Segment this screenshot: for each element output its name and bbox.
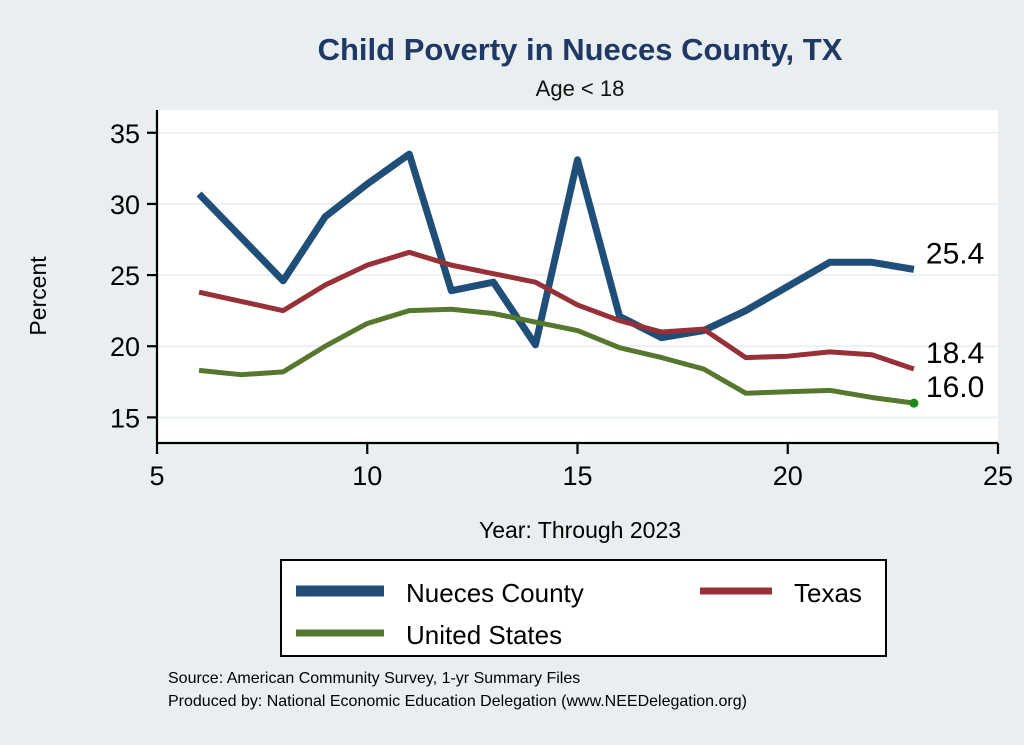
legend-label-texas: Texas bbox=[794, 578, 862, 608]
gridlines bbox=[157, 131, 998, 419]
x-tick-label-25: 25 bbox=[983, 461, 1013, 491]
x-axis-title: Year: Through 2023 bbox=[479, 517, 681, 543]
end-value-labels: 25.4 18.416.0 bbox=[926, 237, 984, 404]
y-tick-label-35: 35 bbox=[110, 119, 140, 149]
end-label-united-states: 16.0 bbox=[926, 371, 984, 404]
tick-labels: 15 20 25 30 35 5 10 15 20 25 bbox=[110, 119, 1013, 491]
series-end-marker-united-states bbox=[909, 398, 919, 408]
x-tick-label-20: 20 bbox=[773, 461, 803, 491]
legend-box bbox=[280, 559, 887, 657]
end-label-nueces-county: 25.4 bbox=[926, 237, 984, 270]
source-note: Source: American Community Survey, 1-yr … bbox=[168, 670, 580, 687]
y-tick-label-20: 20 bbox=[110, 332, 140, 362]
y-axis-title: Percent bbox=[25, 256, 51, 336]
chart-title: Child Poverty in Nueces County, TX bbox=[318, 32, 843, 67]
y-tick-label-30: 30 bbox=[110, 190, 140, 220]
series-line-united-states bbox=[198, 306, 915, 406]
legend-label-united-states: United States bbox=[406, 620, 562, 650]
series-line-texas bbox=[198, 249, 915, 372]
chart-subtitle: Age < 18 bbox=[536, 76, 625, 101]
legend-label-nueces-county: Nueces County bbox=[406, 578, 584, 608]
x-tick-label-10: 10 bbox=[352, 461, 382, 491]
produced-by-note: Produced by: National Economic Education… bbox=[168, 693, 747, 710]
tick-marks bbox=[147, 131, 1000, 454]
end-label-texas: 18.4 bbox=[926, 337, 984, 370]
y-tick-label-15: 15 bbox=[110, 403, 140, 433]
series-line-nueces-county bbox=[196, 150, 915, 349]
legend: Nueces County Texas United States bbox=[296, 578, 862, 650]
series-layer bbox=[196, 150, 919, 408]
y-tick-label-25: 25 bbox=[110, 261, 140, 291]
x-tick-label-15: 15 bbox=[562, 461, 592, 491]
x-tick-label-5: 5 bbox=[149, 461, 164, 491]
